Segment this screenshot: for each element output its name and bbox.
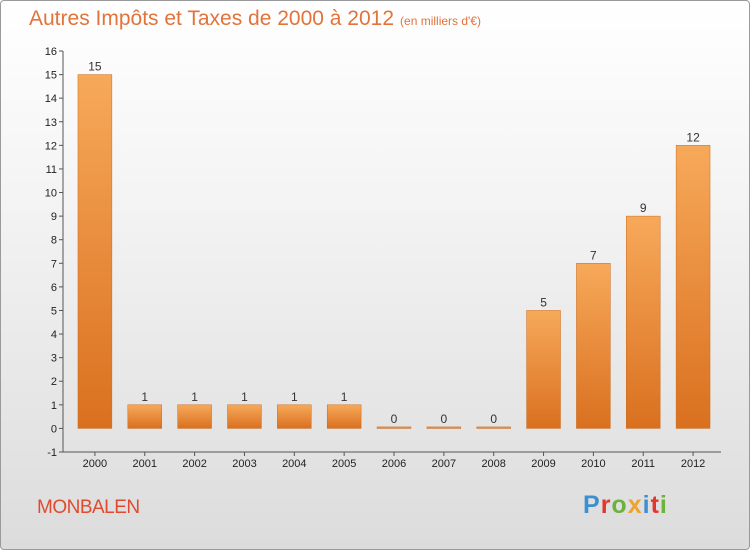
- y-tick-label: 8: [51, 235, 57, 247]
- chart-title: Autres Impôts et Taxes de 2000 à 2012 (en…: [29, 7, 481, 31]
- x-tick-label: 2005: [332, 458, 356, 470]
- y-tick-label: 14: [45, 93, 57, 105]
- x-tick-label: 2011: [631, 458, 655, 470]
- bar-2005: [326, 404, 362, 429]
- y-tick-label: 4: [51, 329, 57, 341]
- logo-letter: o: [611, 491, 628, 519]
- bar-2012: [675, 145, 711, 429]
- y-tick-label: 2: [51, 376, 57, 388]
- data-label-2011: 9: [640, 201, 647, 215]
- data-label-2004: 1: [291, 390, 298, 404]
- chart-title-unit: (en milliers d'€): [400, 14, 482, 28]
- bar-2002: [177, 404, 212, 429]
- data-label-2006: 0: [391, 412, 398, 426]
- chart-title-text: Autres Impôts et Taxes de 2000 à 2012: [29, 7, 395, 30]
- y-tick-label: 7: [51, 258, 57, 270]
- y-tick-label: 5: [51, 305, 57, 317]
- data-label-2009: 5: [540, 295, 547, 309]
- bar-2000: [77, 74, 113, 429]
- data-label-2007: 0: [441, 412, 448, 426]
- x-tick-label: 2009: [531, 458, 555, 470]
- y-tick-label: -1: [47, 447, 57, 459]
- logo-letter: i: [659, 491, 668, 519]
- y-tick-label: 9: [51, 211, 57, 223]
- bar-2009: [526, 310, 561, 429]
- data-label-2001: 1: [141, 390, 148, 404]
- y-tick-label: 13: [45, 117, 57, 129]
- x-tick-label: 2001: [133, 458, 157, 470]
- logo-letter: r: [600, 491, 612, 519]
- x-tick-label: 2003: [232, 458, 256, 470]
- bar-2001: [127, 404, 162, 429]
- logo-letter: x: [627, 491, 643, 519]
- y-tick-label: 15: [45, 70, 57, 82]
- y-tick-label: 12: [45, 140, 57, 152]
- y-tick-label: 10: [45, 188, 57, 200]
- bar-2003: [227, 404, 262, 429]
- y-tick-label: 0: [51, 423, 57, 435]
- proxiti-logo: Proxiti: [583, 491, 668, 520]
- bar-2008: [476, 426, 511, 429]
- y-tick-label: 6: [51, 282, 57, 294]
- town-name: MONBALEN: [37, 497, 140, 518]
- x-tick-label: 2012: [681, 458, 705, 470]
- y-tick-label: 3: [51, 353, 57, 365]
- x-tick-label: 2002: [182, 458, 206, 470]
- data-label-2005: 1: [341, 390, 348, 404]
- logo-letter: i: [642, 491, 651, 519]
- bar-2007: [426, 426, 462, 429]
- data-label-2008: 0: [490, 412, 497, 426]
- x-tick-label: 2010: [581, 458, 605, 470]
- data-label-2002: 1: [191, 390, 198, 404]
- y-tick-label: 16: [45, 46, 57, 58]
- data-label-2010: 7: [590, 248, 597, 262]
- x-tick-label: 2004: [282, 458, 306, 470]
- bar-2010: [576, 263, 611, 429]
- x-tick-label: 2006: [382, 458, 406, 470]
- data-label-2003: 1: [241, 390, 248, 404]
- logo-letter: P: [583, 491, 601, 519]
- logo-letter: t: [650, 491, 660, 519]
- bar-2006: [376, 426, 412, 429]
- data-label-2000: 15: [88, 60, 102, 74]
- x-tick-label: 2000: [83, 458, 107, 470]
- data-label-2012: 12: [686, 130, 700, 144]
- x-tick-label: 2007: [432, 458, 456, 470]
- bar-2011: [626, 215, 661, 429]
- bar-2004: [277, 404, 312, 429]
- y-tick-label: 1: [51, 400, 57, 412]
- x-tick-label: 2008: [481, 458, 505, 470]
- y-tick-label: 11: [46, 164, 57, 176]
